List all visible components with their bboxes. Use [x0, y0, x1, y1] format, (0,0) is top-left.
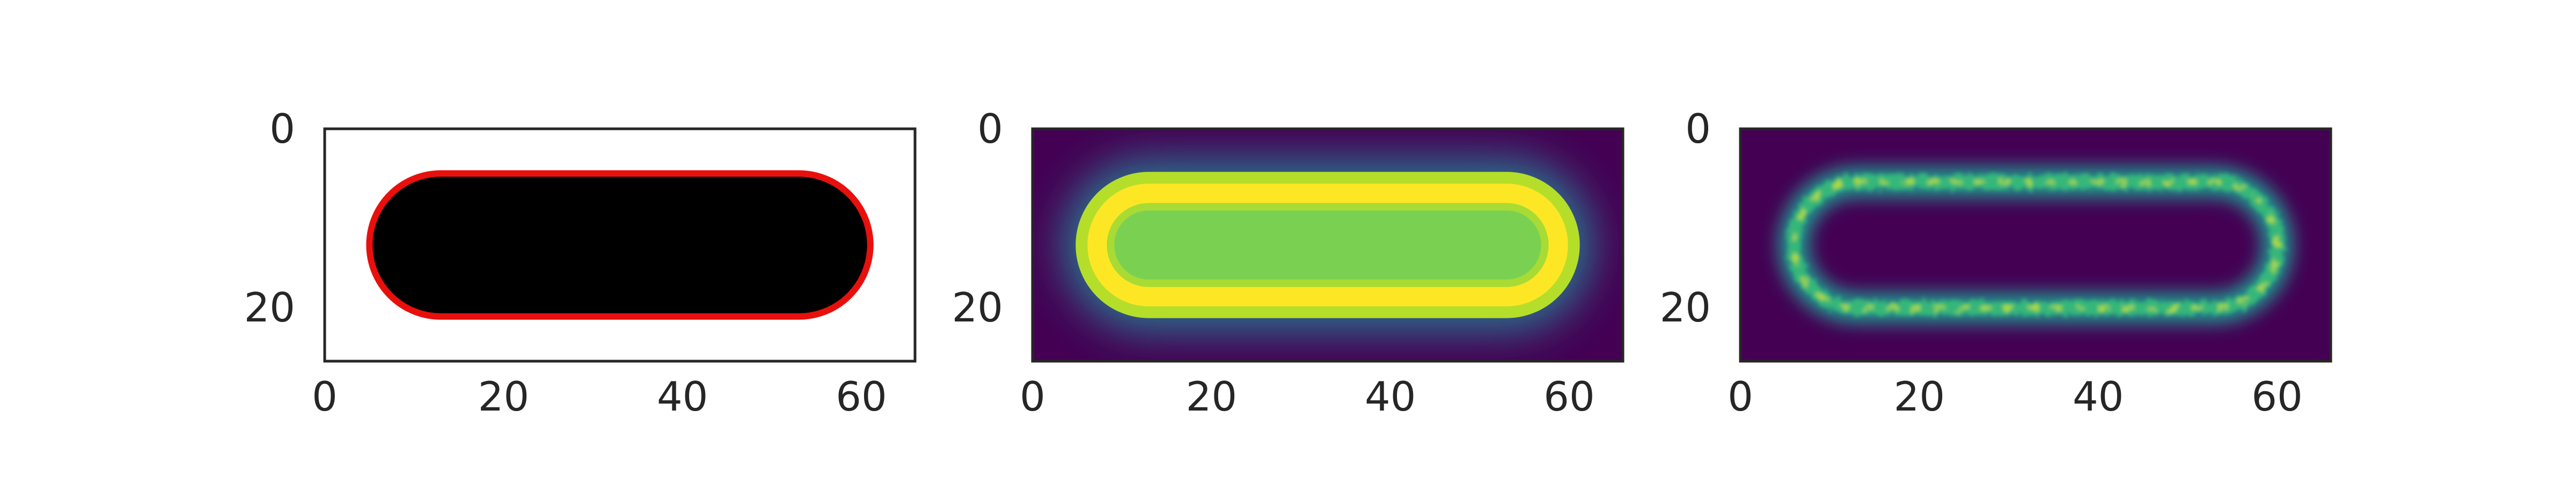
- panel-edge-frame: [1739, 127, 2332, 363]
- x-tick-label: 20: [1186, 373, 1237, 420]
- mask-contour-outline: [366, 170, 874, 320]
- panel-smooth-frame: [1031, 127, 1624, 363]
- x-tick-label: 60: [1543, 373, 1594, 420]
- y-tick-label: 0: [977, 105, 1003, 152]
- smooth-core: [1107, 203, 1549, 287]
- x-tick-label: 0: [312, 373, 338, 420]
- x-tick-label: 40: [1365, 373, 1416, 420]
- panel-edge-background: [1740, 129, 2331, 361]
- panel-mask: [323, 127, 917, 363]
- y-tick-label: 20: [952, 284, 1003, 331]
- tick-labels: 0 20 40 60 0 20 0 20 40 60 0 20 0 20 40 60 0 20: [244, 105, 2303, 420]
- y-tick-label: 0: [269, 105, 295, 152]
- edge-ring-highlight: [1791, 180, 2280, 310]
- x-tick-label: 40: [657, 373, 708, 420]
- x-tick-label: 60: [2251, 373, 2302, 420]
- panel-edge: [1739, 127, 2332, 363]
- panel-mask-frame: [323, 127, 917, 363]
- y-tick-label: 20: [244, 284, 295, 331]
- x-tick-label: 20: [478, 373, 529, 420]
- x-tick-label: 20: [1894, 373, 1945, 420]
- x-tick-label: 0: [1020, 373, 1045, 420]
- mask-capsule: [369, 173, 870, 317]
- panel-smooth: [1031, 127, 1624, 363]
- y-tick-label: 0: [1685, 105, 1711, 152]
- x-tick-label: 60: [836, 373, 887, 420]
- x-tick-label: 40: [2073, 373, 2124, 420]
- x-tick-label: 0: [1728, 373, 1753, 420]
- y-tick-label: 20: [1660, 284, 1711, 331]
